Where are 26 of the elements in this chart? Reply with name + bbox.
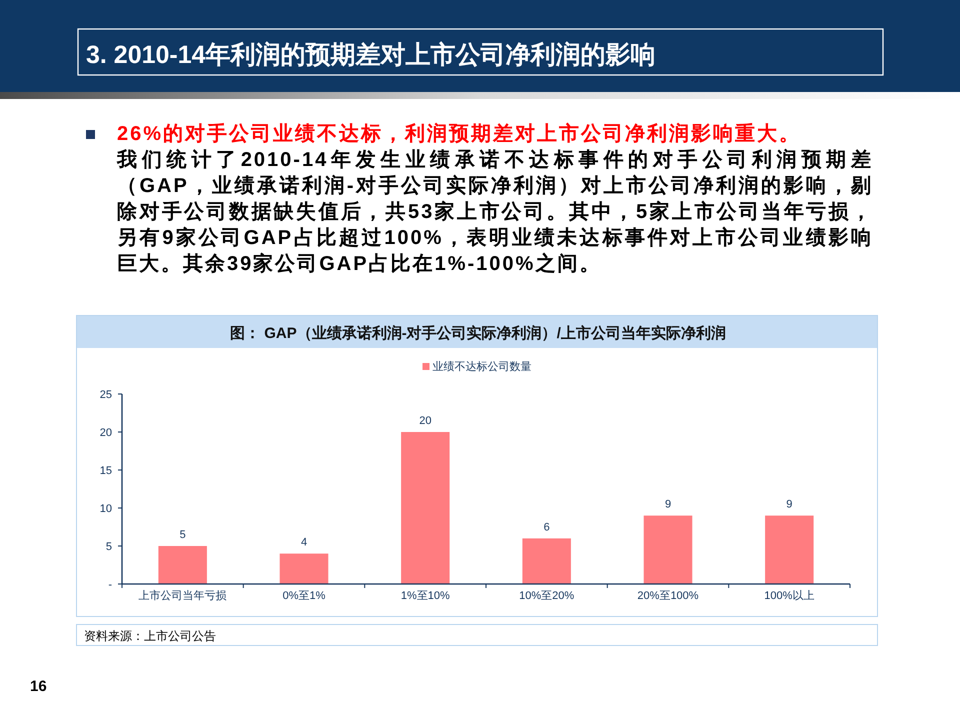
xtick: 0%至1%: [282, 590, 326, 602]
ytick: 25: [100, 389, 112, 401]
xtick: 20%至100%: [637, 590, 699, 602]
ytick: 10: [100, 503, 112, 515]
xtick: 100%以上: [764, 590, 814, 602]
data-label: 9: [664, 498, 672, 511]
data-label: 20: [419, 415, 432, 427]
ytick: 5: [106, 541, 112, 553]
title: 3. 2010-14年利润的预期差对上市公司净利润的影响: [86, 41, 656, 69]
data-label: 6: [544, 521, 550, 534]
xtick: 1%至10%: [400, 590, 450, 602]
data-label: 5: [180, 529, 186, 541]
data-label: 4: [300, 536, 308, 549]
legend-label: 业绩不达标公司数量: [432, 360, 532, 373]
annotation: 26%的对手公司业绩不达标，利润预期差对上市公司净利润影响重大。: [117, 122, 802, 147]
subtitle: 图： GAP（业绩承诺利润-对手公司实际净利润）/上市公司当年实际净利润: [230, 325, 726, 342]
ytick: -: [108, 579, 112, 591]
xtick: 上市公司当年亏损: [138, 590, 227, 602]
xtick: 10%至20%: [519, 590, 574, 602]
ytick: 20: [100, 427, 112, 439]
data-label: 9: [786, 498, 792, 511]
annotation: 我们统计了2010-14年发生业绩承诺不达标事件的对手公司利润预期差（GAP，业绩承诺利润-对手公司实际净利润）对上市公司净利润的影响，剔除对手公司数据缺失值后，共53家上市公司。其中，5家上市公司当年亏损，另有9家公司GAP占比超过100%，表明业绩未达标事件对上市公司业绩影响巨大。其余39家公司GAP占比在1%-100%之间。: [117, 148, 873, 277]
annotation: 16: [30, 678, 47, 695]
annotation: 资料来源：上市公司公告: [84, 629, 216, 643]
ytick: 15: [100, 465, 112, 477]
legend: 业绩不达标公司数量: [422, 361, 532, 373]
